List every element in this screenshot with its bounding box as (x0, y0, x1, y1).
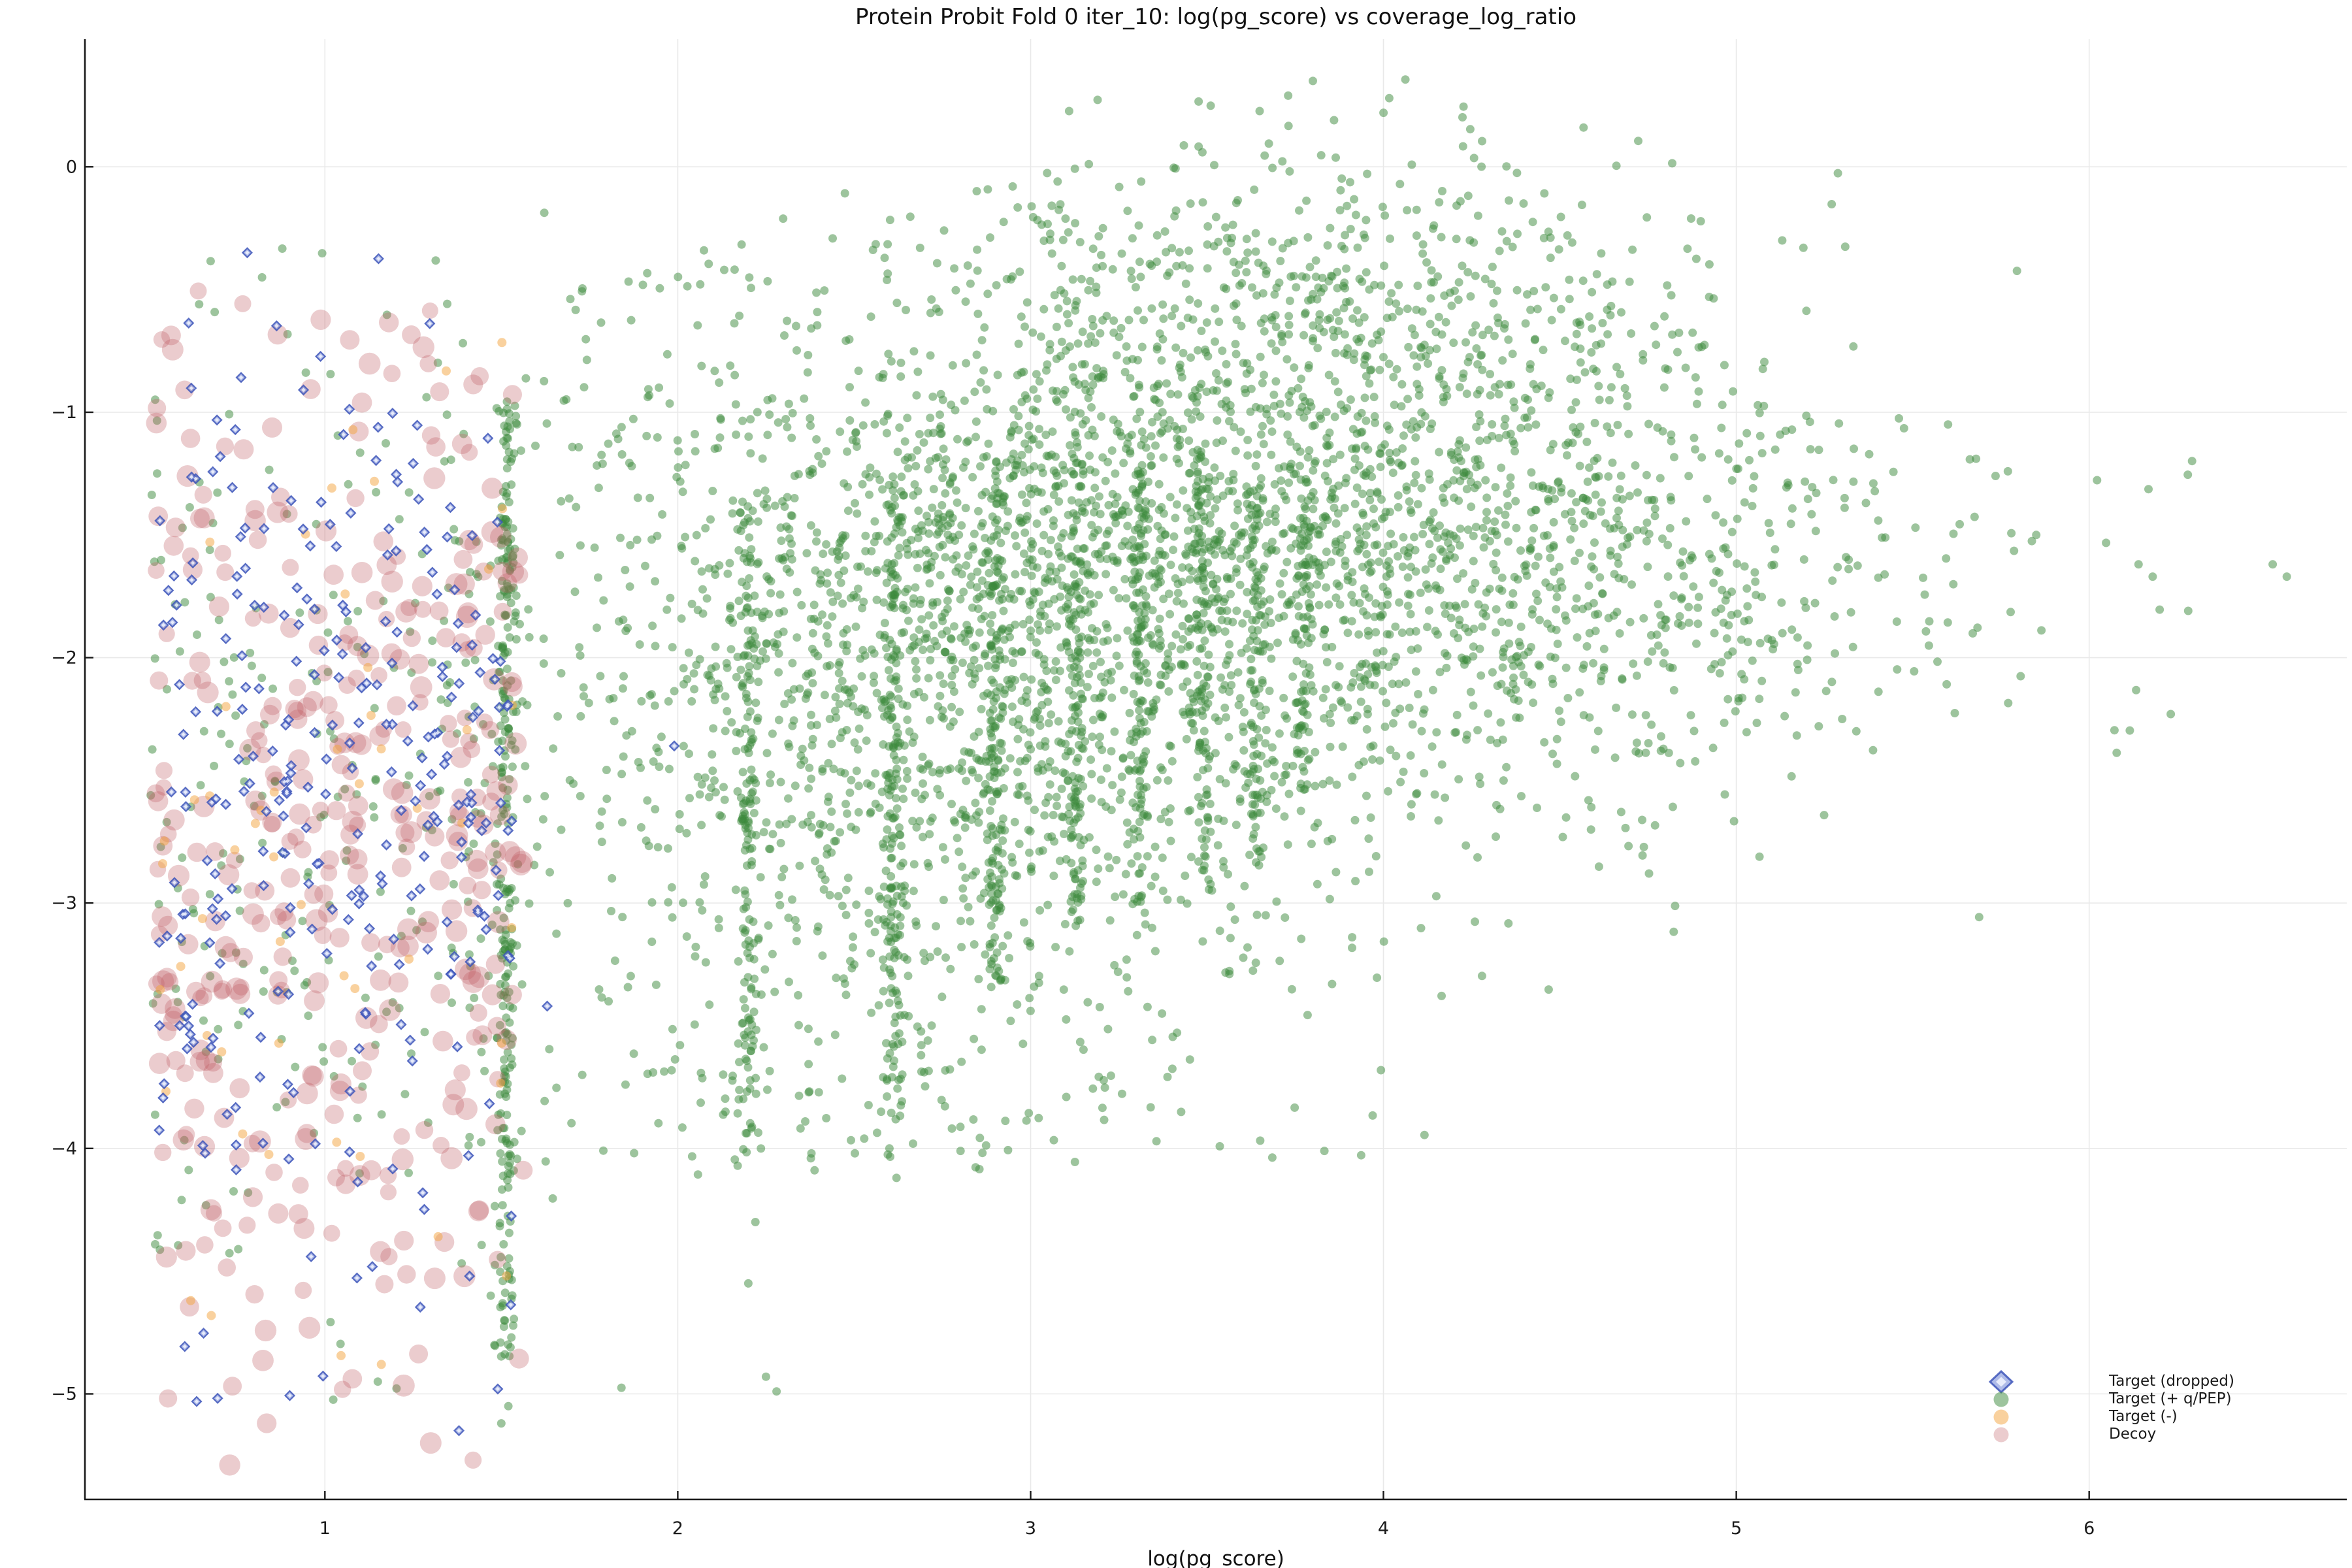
target-qpep-circle-icon (1986, 1390, 2016, 1409)
target-minus-circle-icon (1986, 1407, 2016, 1427)
legend-label: Target (-) (2109, 1408, 2178, 1425)
legend-row-target-qpep: Target (+ q/PEP) (1986, 1390, 2234, 1408)
chart-title: Protein Probit Fold 0 iter_10: log(pg_sc… (855, 4, 1577, 30)
axes (84, 39, 2347, 1501)
tick-labels: 1 2 3 4 5 60−1−2−3−4−5 (51, 157, 2095, 1539)
scatter-points (146, 75, 2291, 1476)
legend-label: Target (dropped) (2109, 1373, 2234, 1390)
x-axis-label: log(pg_score) (1147, 1547, 1284, 1568)
legend: Target (dropped) Target (+ q/PEP) Target… (1986, 1369, 2234, 1443)
decoy-circle-icon (1986, 1425, 2016, 1445)
legend-row-target-dropped: Target (dropped) (1986, 1369, 2234, 1394)
legend-row-decoy: Decoy (1986, 1426, 2234, 1443)
legend-label: Decoy (2109, 1426, 2157, 1443)
legend-row-target-minus: Target (-) (1986, 1408, 2234, 1426)
gridlines (85, 39, 2347, 1499)
legend-label: Target (+ q/PEP) (2109, 1390, 2232, 1407)
